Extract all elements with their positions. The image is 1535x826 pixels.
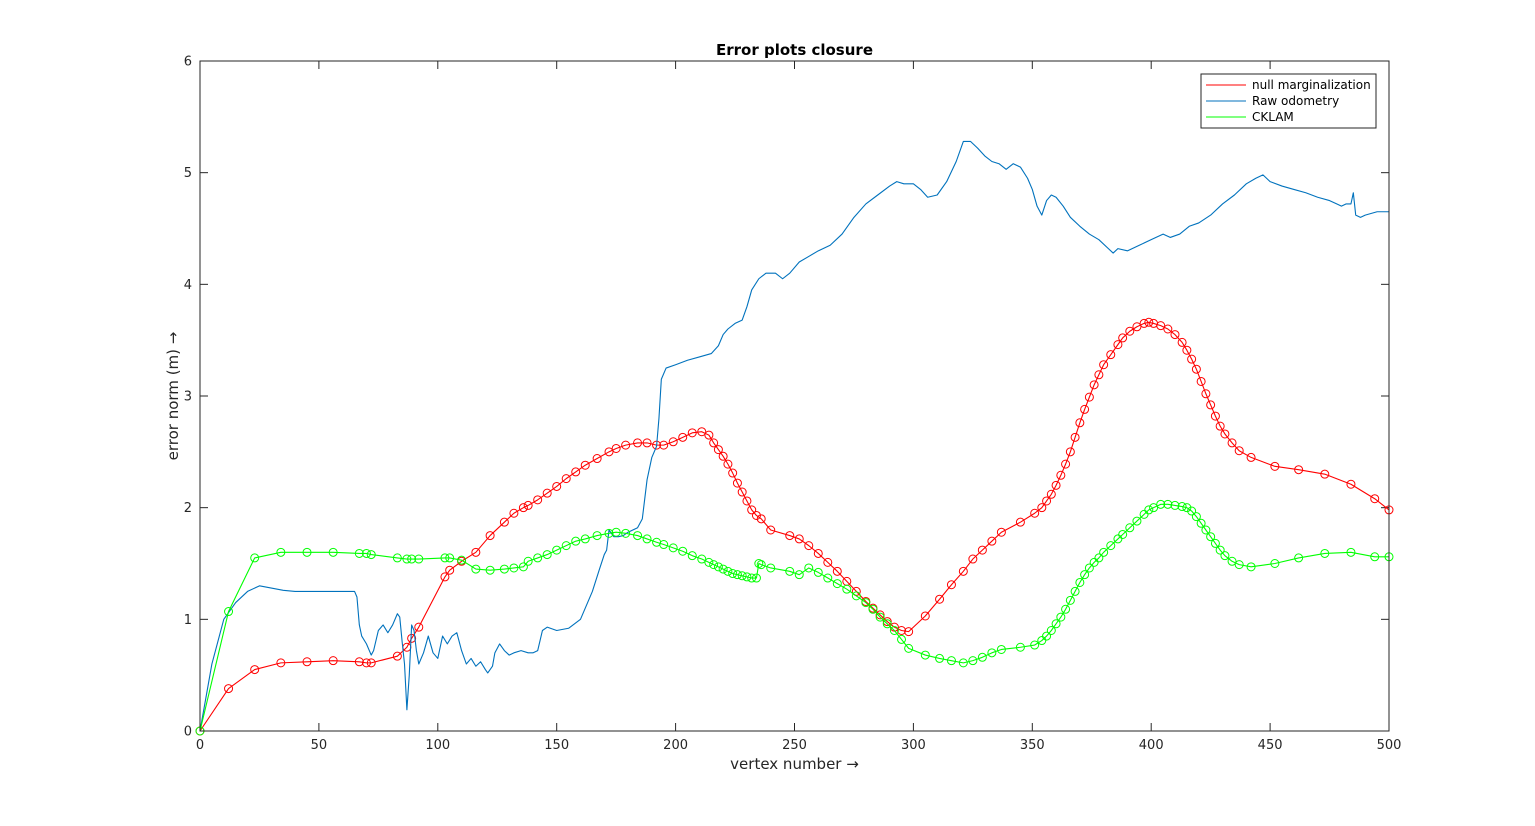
- y-tick-label: 0: [184, 725, 192, 740]
- y-tick-label: 4: [184, 278, 192, 293]
- y-tick-label: 2: [184, 501, 192, 516]
- y-axis-label: error norm (m) →: [164, 332, 182, 461]
- legend-label: null marginalization: [1252, 78, 1371, 92]
- x-tick-label: 400: [1139, 738, 1164, 753]
- x-tick-label: 450: [1258, 738, 1283, 753]
- y-tick-label: 6: [184, 55, 192, 70]
- legend-label: CKLAM: [1252, 110, 1294, 124]
- y-tick-label: 3: [184, 390, 192, 405]
- x-tick-label: 300: [901, 738, 926, 753]
- x-tick-label: 50: [311, 738, 328, 753]
- x-axis-label: vertex number →: [730, 755, 859, 773]
- legend: null marginalization Raw odometry CKLAM: [1201, 74, 1376, 128]
- x-tick-label: 100: [425, 738, 450, 753]
- x-tick-label: 0: [196, 738, 204, 753]
- x-tick-label: 150: [544, 738, 569, 753]
- x-tick-label: 200: [663, 738, 688, 753]
- legend-label: Raw odometry: [1252, 94, 1339, 108]
- y-tick-label: 5: [184, 166, 192, 181]
- x-tick-label: 350: [1020, 738, 1045, 753]
- y-tick-label: 1: [184, 613, 192, 628]
- chart-title: Error plots closure: [716, 41, 873, 59]
- x-tick-label: 500: [1377, 738, 1402, 753]
- x-tick-label: 250: [782, 738, 807, 753]
